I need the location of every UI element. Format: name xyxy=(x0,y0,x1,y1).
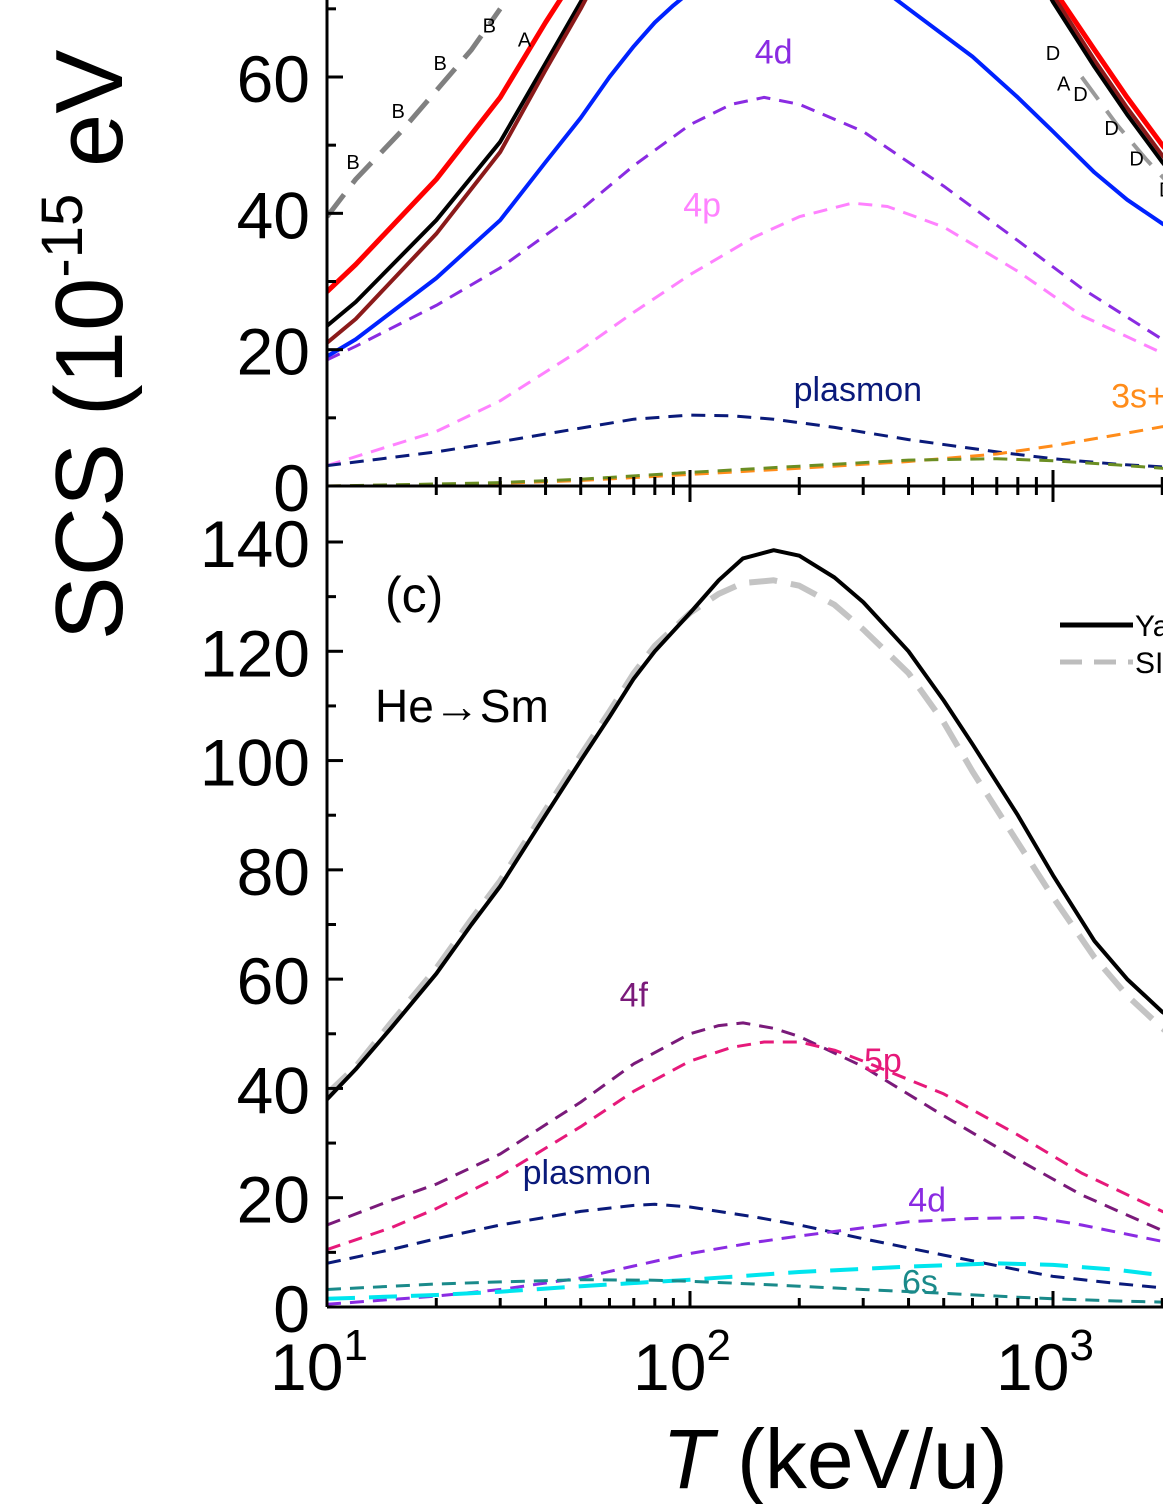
c-series-5p xyxy=(327,1040,1163,1252)
panel-c-labels: 4f5pplasmon4d6s5s xyxy=(523,976,946,1301)
y-tick-label: 120 xyxy=(200,616,310,690)
curve-marker: B xyxy=(391,101,404,123)
x-tick-label: 102 xyxy=(633,1321,731,1404)
b-label-plasmon: plasmon xyxy=(794,371,923,409)
curve-marker: A xyxy=(1057,74,1071,96)
y-tick-label: 0 xyxy=(273,1272,310,1346)
curve-marker: A xyxy=(518,29,532,51)
y-tick-label: 80 xyxy=(237,835,310,909)
c-series-gray xyxy=(327,577,1163,1097)
legend-label: Ya xyxy=(1135,610,1163,643)
panel-c-series xyxy=(327,548,1163,1306)
panel-b-series xyxy=(327,0,1163,486)
b-label-3s-3p-3: 3s+3p+3 xyxy=(1111,378,1163,416)
b-series-4p xyxy=(327,201,1163,468)
b-series-4d xyxy=(327,95,1163,362)
b-series-gray-dash xyxy=(327,7,503,219)
b-label-4d: 4d xyxy=(755,33,793,71)
legend-label: SI xyxy=(1135,647,1163,680)
y-tick-label: 40 xyxy=(237,1053,310,1127)
b-series-plasmon xyxy=(327,413,1163,469)
c-series-5s xyxy=(327,1261,1163,1301)
curve-marker: B xyxy=(346,152,359,174)
c-series-plasmon xyxy=(327,1202,1163,1290)
x-tick-label: 103 xyxy=(996,1321,1094,1404)
b-series-darkred-tail xyxy=(1053,0,1163,160)
axes xyxy=(325,0,1163,1309)
b-series-blue-tail xyxy=(893,0,1163,227)
y-tick-label: 60 xyxy=(237,42,310,116)
b-series-red xyxy=(327,0,563,294)
b-series-red-tail xyxy=(1057,0,1163,150)
c-label-4d: 4d xyxy=(908,1181,946,1219)
c-label-4f: 4f xyxy=(620,976,649,1014)
panel-b-markers: BBBBADADDDD xyxy=(346,16,1163,202)
x-tick-label: 101 xyxy=(270,1321,368,1404)
curve-marker: D xyxy=(1073,84,1087,106)
curve-marker: B xyxy=(483,16,496,38)
y-tick-label: 0 xyxy=(273,451,310,525)
curve-marker: D xyxy=(1046,43,1060,65)
curve-marker: D xyxy=(1159,179,1163,201)
y-tick-label: 60 xyxy=(237,944,310,1018)
y-tick-labels: 0 20 40 60 0 20 40 60 80 100 120 140 xyxy=(200,42,310,1346)
y-axis-label: SCS (10-15 eV xyxy=(30,50,143,641)
b-series-black xyxy=(327,0,585,328)
b-series-olive xyxy=(327,457,1163,486)
y-tick-label: 140 xyxy=(200,507,310,581)
panel-c: 4f5pplasmon4d6s5s (c) He→Sm Ya SI xyxy=(327,548,1163,1306)
b-series-black-tail xyxy=(1049,0,1163,167)
legend: Ya SI xyxy=(1060,610,1163,680)
c-series-black xyxy=(327,548,1163,1101)
x-axis-label: T (keV/u) xyxy=(662,1412,1007,1504)
y-tick-label: 20 xyxy=(237,1163,310,1237)
curve-marker: D xyxy=(1129,149,1143,171)
panel-b-labels: 4d 4p plasmon 3s+3p+3 xyxy=(683,33,1163,415)
b-series-blue xyxy=(327,0,684,359)
b-series-gray-tail xyxy=(1080,75,1163,181)
panel-label: (c) xyxy=(385,567,443,623)
c-label-plasmon: plasmon xyxy=(523,1154,652,1192)
y-tick-label: 40 xyxy=(237,178,310,252)
c-label-5p: 5p xyxy=(864,1042,902,1080)
y-tick-label: 100 xyxy=(200,726,310,800)
b-series-3s3p3d xyxy=(327,425,1163,486)
c-label-6s: 6s xyxy=(902,1263,938,1301)
c-series-4d xyxy=(327,1215,1163,1306)
curve-marker: B xyxy=(433,53,446,75)
x-tick-labels: 101 102 103 xyxy=(270,1321,1094,1404)
c-series-6s xyxy=(327,1278,1163,1304)
b-series-darkred xyxy=(327,0,588,345)
curve-marker: D xyxy=(1104,118,1118,140)
c-series-4f xyxy=(327,1021,1163,1233)
y-tick-label: 20 xyxy=(237,315,310,389)
b-label-4p: 4p xyxy=(683,187,721,225)
reaction-label: He→Sm xyxy=(375,680,549,732)
